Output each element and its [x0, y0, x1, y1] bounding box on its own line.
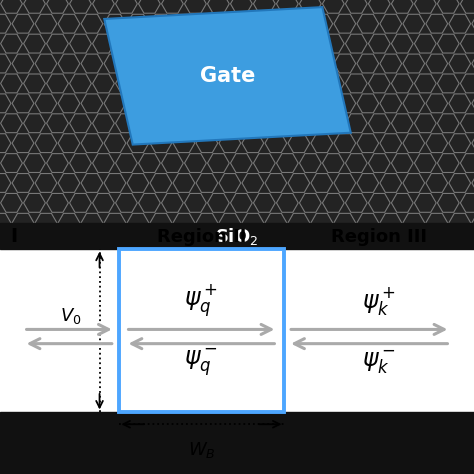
Text: $\psi_q^+$: $\psi_q^+$ [184, 283, 219, 319]
Text: $\psi_k^+$: $\psi_k^+$ [362, 285, 396, 317]
Text: Region II: Region II [157, 228, 246, 246]
Bar [0, 223, 474, 249]
Text: $\psi_q^-$: $\psi_q^-$ [184, 347, 219, 378]
Text: Region III: Region III [331, 228, 427, 246]
Text: $W_B$: $W_B$ [188, 440, 215, 460]
Bar [0, 412, 474, 474]
Polygon shape [104, 7, 351, 145]
Text: $\psi_k^-$: $\psi_k^-$ [362, 349, 396, 376]
Bar [118, 249, 284, 412]
Bar [0, 249, 474, 412]
Text: Gate: Gate [200, 66, 255, 86]
Text: SiO$_2$: SiO$_2$ [215, 227, 259, 247]
Bar [0, 0, 474, 223]
Text: $V_0$: $V_0$ [60, 306, 82, 327]
Text: I: I [10, 227, 18, 246]
